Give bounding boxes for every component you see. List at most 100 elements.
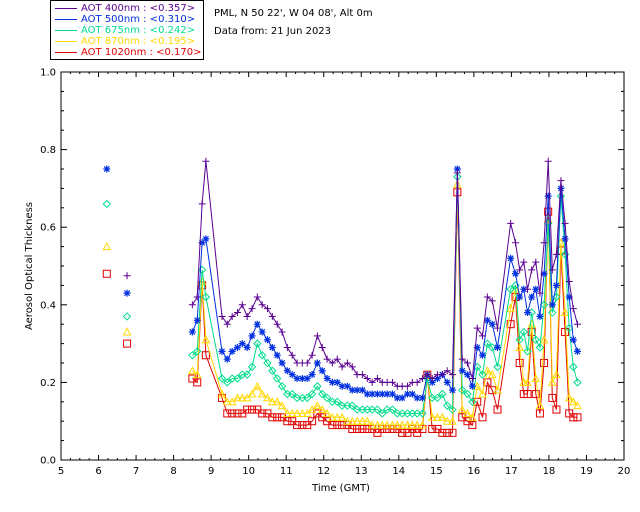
data-point [535, 343, 545, 352]
data-point [368, 378, 376, 386]
data-point [512, 239, 520, 247]
data-point [238, 340, 246, 348]
data-point [243, 312, 251, 320]
data-point [353, 424, 362, 433]
data-point [569, 362, 578, 372]
x-tick-label: 9 [208, 466, 214, 477]
data-point [478, 389, 487, 398]
legend-entry-870: AOT 870nm : <0.195> [55, 36, 195, 47]
data-point [478, 332, 486, 340]
data-point [247, 362, 257, 372]
data-point [283, 417, 292, 426]
data-point [483, 316, 491, 324]
x-tick-label: 19 [580, 466, 593, 477]
data-point [453, 169, 461, 177]
data-point [457, 405, 467, 414]
data-point [333, 355, 341, 363]
legend-entry-500: AOT 500nm : <0.310> [55, 14, 195, 25]
data-point [338, 421, 347, 430]
x-tick-label: 6 [95, 466, 101, 477]
data-point [123, 289, 131, 297]
data-point [378, 390, 386, 398]
data-point [228, 409, 237, 418]
data-point [412, 420, 422, 429]
data-point [367, 420, 377, 429]
data-point [362, 416, 372, 425]
data-point [438, 412, 447, 421]
data-point [323, 375, 331, 383]
data-point [392, 420, 402, 429]
data-point [308, 351, 316, 359]
data-point [358, 424, 367, 433]
y-axis-label: Aerosol Optical Thickness [24, 202, 35, 330]
data-point [353, 386, 361, 394]
data-point [363, 390, 371, 398]
date-info: Data from: 21 Jun 2023 [214, 26, 332, 37]
data-point [307, 405, 317, 414]
data-point [322, 408, 332, 417]
data-point [532, 285, 540, 293]
legend-label-870: AOT 870nm : <0.195> [81, 36, 196, 47]
data-point [478, 413, 487, 422]
data-point [317, 405, 327, 414]
data-point [318, 343, 326, 351]
data-point [487, 370, 497, 379]
data-point [257, 351, 267, 360]
data-point [263, 393, 272, 402]
x-tick-label: 8 [170, 466, 176, 477]
data-point [252, 381, 262, 390]
data-point [277, 401, 287, 410]
series-line [192, 184, 578, 426]
data-point [532, 258, 540, 266]
data-point [322, 393, 332, 403]
data-point [328, 359, 336, 367]
data-point [552, 370, 561, 379]
data-point [363, 424, 372, 433]
data-point [428, 424, 437, 433]
data-point [438, 371, 446, 379]
data-point [122, 312, 132, 321]
data-point [193, 293, 201, 301]
data-point [468, 421, 477, 430]
data-point [448, 386, 456, 394]
x-tick-label: 20 [618, 466, 631, 477]
legend: AOT 400nm : <0.357> AOT 500nm : <0.310> … [50, 0, 204, 60]
data-point [568, 397, 578, 406]
data-point [102, 199, 111, 209]
data-point [333, 397, 342, 407]
data-point [442, 416, 452, 425]
data-point [373, 390, 381, 398]
data-point [488, 343, 497, 352]
data-point [573, 320, 581, 328]
legend-line-1020-icon [55, 51, 77, 53]
data-point [202, 157, 210, 165]
data-point [358, 371, 366, 379]
data-point [338, 382, 346, 390]
data-point [473, 324, 481, 332]
data-point [373, 375, 381, 383]
data-point [569, 413, 578, 422]
data-point [283, 367, 291, 375]
data-point [268, 343, 276, 351]
data-point [293, 375, 301, 383]
data-point [531, 335, 541, 344]
data-point [548, 301, 556, 309]
data-point [253, 320, 261, 328]
data-point [223, 355, 231, 363]
data-point [388, 420, 397, 429]
data-point [218, 312, 226, 320]
data-point [398, 428, 407, 437]
data-point [228, 347, 236, 355]
data-point [188, 351, 197, 360]
data-point [433, 412, 442, 421]
data-point [413, 394, 421, 402]
data-point [343, 382, 351, 390]
data-point [398, 394, 406, 402]
data-point [515, 335, 524, 344]
data-point [453, 165, 461, 173]
data-point [557, 177, 565, 185]
data-point [519, 327, 528, 337]
data-point [243, 343, 251, 351]
data-point [328, 378, 336, 386]
data-point [403, 420, 412, 429]
